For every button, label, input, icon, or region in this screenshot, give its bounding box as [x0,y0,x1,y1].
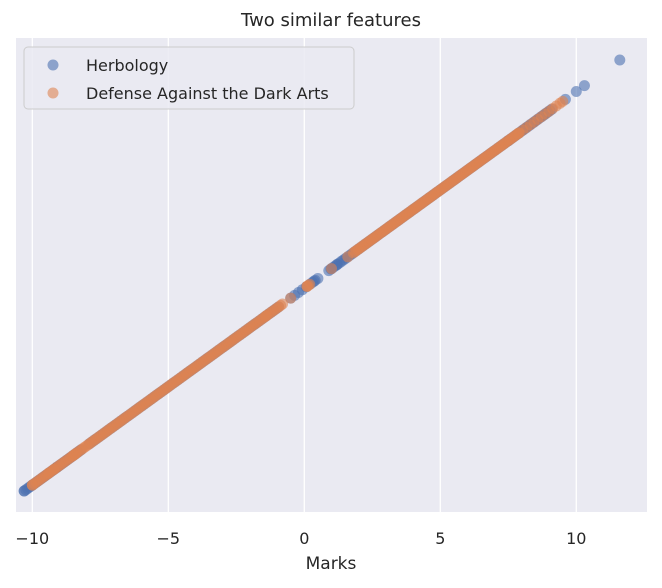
data-point-defense-against-the-dark-arts [260,310,272,322]
data-point-defense-against-the-dark-arts [326,263,337,275]
data-point-defense-against-the-dark-arts [557,95,569,107]
x-tick-label: 10 [566,529,586,548]
data-point-herbology [570,85,582,97]
data-point-defense-against-the-dark-arts [277,298,289,310]
data-point-defense-against-the-dark-arts [285,292,297,304]
x-tick-labels: −10 −5 0 5 10 [15,529,586,548]
chart-title: Two similar features [240,10,421,31]
data-point-herbology [578,80,590,92]
legend-label-herbology: Herbology [86,56,168,75]
data-point-defense-against-the-dark-arts [48,463,60,475]
grid-lines [31,38,577,512]
x-tick-label: 5 [435,529,445,548]
x-tick-label: −5 [157,529,181,548]
x-tick-label: −10 [15,529,49,548]
x-tick-label: 0 [299,529,309,548]
x-axis-label: Marks [306,554,357,574]
legend-box [23,46,355,110]
data-point-defense-against-the-dark-arts [342,251,354,263]
data-point-herbology [614,54,626,66]
data-point-defense-against-the-dark-arts [26,479,38,491]
data-point-herbology [18,485,30,497]
data-point-defense-against-the-dark-arts [301,280,313,292]
legend: Herbology Defense Against the Dark Arts [23,46,355,110]
data-points [18,54,626,497]
legend-marker-defense-against-the-dark-arts [47,87,59,99]
legend-marker-herbology [47,59,59,71]
legend-label-defense-against-the-dark-arts: Defense Against the Dark Arts [86,84,329,103]
